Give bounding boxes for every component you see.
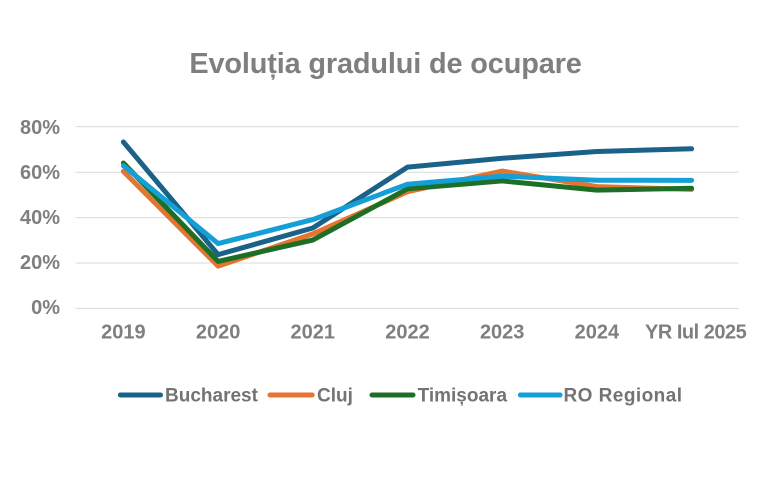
svg-text:Timișoara: Timișoara [418, 386, 508, 407]
svg-text:2020: 2020 [196, 322, 241, 344]
svg-text:2023: 2023 [480, 322, 525, 344]
svg-text:80%: 80% [20, 117, 60, 139]
svg-text:Cluj: Cluj [317, 386, 353, 407]
svg-text:20%: 20% [20, 252, 60, 274]
svg-text:2024: 2024 [575, 322, 620, 344]
svg-text:YR Iul 2025: YR Iul 2025 [645, 322, 747, 344]
svg-text:Bucharest: Bucharest [165, 386, 259, 407]
svg-text:2022: 2022 [385, 322, 430, 344]
svg-text:Evoluția gradului de ocupare: Evoluția gradului de ocupare [189, 48, 581, 80]
svg-text:40%: 40% [20, 207, 60, 229]
svg-text:RO Regional: RO Regional [564, 386, 683, 407]
svg-text:60%: 60% [20, 162, 60, 184]
svg-text:2019: 2019 [101, 322, 146, 344]
svg-text:0%: 0% [31, 297, 60, 319]
svg-text:2021: 2021 [291, 322, 336, 344]
